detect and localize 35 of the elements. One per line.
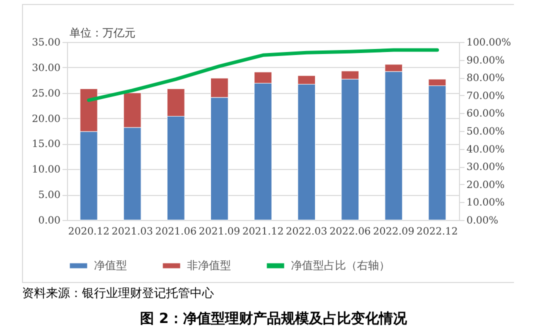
text: 资料来源：银行业理财登记托管中心 <box>22 285 215 302</box>
y-tick-label: 5.00 <box>38 190 60 202</box>
y-tick-label: 25.00 <box>32 88 60 100</box>
legend-label: 净值型 <box>94 258 127 272</box>
x-tick-label: 2022.09 <box>372 226 414 238</box>
legend-label: 净值型占比（右轴） <box>291 258 390 272</box>
y2-tick-label: 80.00% <box>466 73 505 84</box>
y-axis-title: 单位：万亿元 <box>70 26 136 40</box>
x-tick-label: 2021.06 <box>155 226 197 238</box>
x-tick-label: 2022.06 <box>329 226 371 238</box>
y2-tick-label: 90.00% <box>466 55 505 66</box>
x-tick-label: 2021.12 <box>242 226 284 238</box>
x-tick-label: 2021.03 <box>112 226 154 238</box>
y2-tick-label: 30.00% <box>466 162 505 174</box>
y-tick-label: 0.00 <box>38 216 60 226</box>
y2-tick-label: 60.00% <box>466 108 505 120</box>
y2-tick-label: 40.00% <box>466 144 505 156</box>
y2-tick-label: 100.00% <box>466 38 511 48</box>
y-tick-label: 10.00 <box>32 164 60 176</box>
y2-tick-label: 50.00% <box>466 126 505 138</box>
y-tick-label: 20.00 <box>32 114 60 125</box>
legend-label: 非净值型 <box>187 258 231 272</box>
x-tick-label: 2022.12 <box>416 226 458 238</box>
x-tick-label: 2021.09 <box>198 226 240 238</box>
line-series <box>87 48 439 102</box>
y2-tick-label: 0.00% <box>466 216 498 226</box>
y-tick-label: 35.00 <box>32 38 60 48</box>
x-tick-label: 2020.12 <box>68 226 110 238</box>
y-tick-label: 15.00 <box>32 139 60 150</box>
y2-tick-label: 20.00% <box>466 180 505 191</box>
y-tick-label: 30.00 <box>32 62 60 74</box>
x-tick-label: 2022.03 <box>286 226 328 238</box>
text: 图 2：净值型理财产品规模及占比变化情况 <box>139 310 408 328</box>
y2-tick-label: 70.00% <box>466 90 505 102</box>
y2-tick-label: 10.00% <box>466 198 505 209</box>
